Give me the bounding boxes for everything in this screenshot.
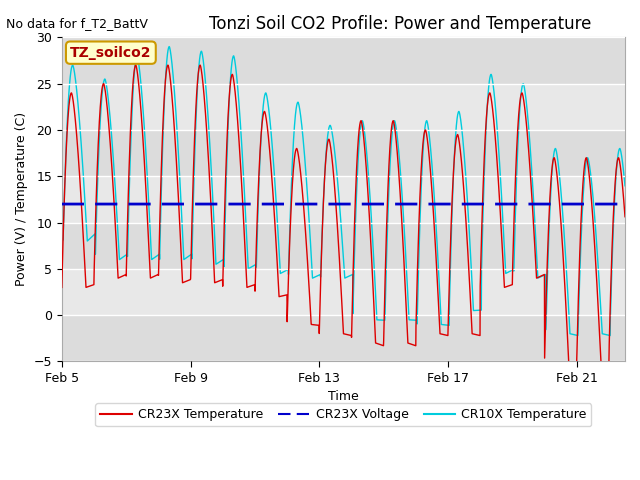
Bar (62, 269, 625, 315)
Text: No data for f_T2_BattV: No data for f_T2_BattV (6, 17, 148, 30)
Title: Tonzi Soil CO2 Profile: Power and Temperature: Tonzi Soil CO2 Profile: Power and Temper… (209, 15, 591, 33)
Bar (62, 37, 625, 84)
Text: TZ_soilco2: TZ_soilco2 (70, 46, 152, 60)
Bar (62, 130, 625, 176)
Bar (62, 315, 625, 361)
X-axis label: Time: Time (328, 390, 359, 404)
Bar (62, 176, 625, 223)
Y-axis label: Power (V) / Temperature (C): Power (V) / Temperature (C) (15, 112, 28, 287)
Bar (62, 223, 625, 269)
Legend: CR23X Temperature, CR23X Voltage, CR10X Temperature: CR23X Temperature, CR23X Voltage, CR10X … (95, 403, 591, 426)
Bar (62, 84, 625, 130)
